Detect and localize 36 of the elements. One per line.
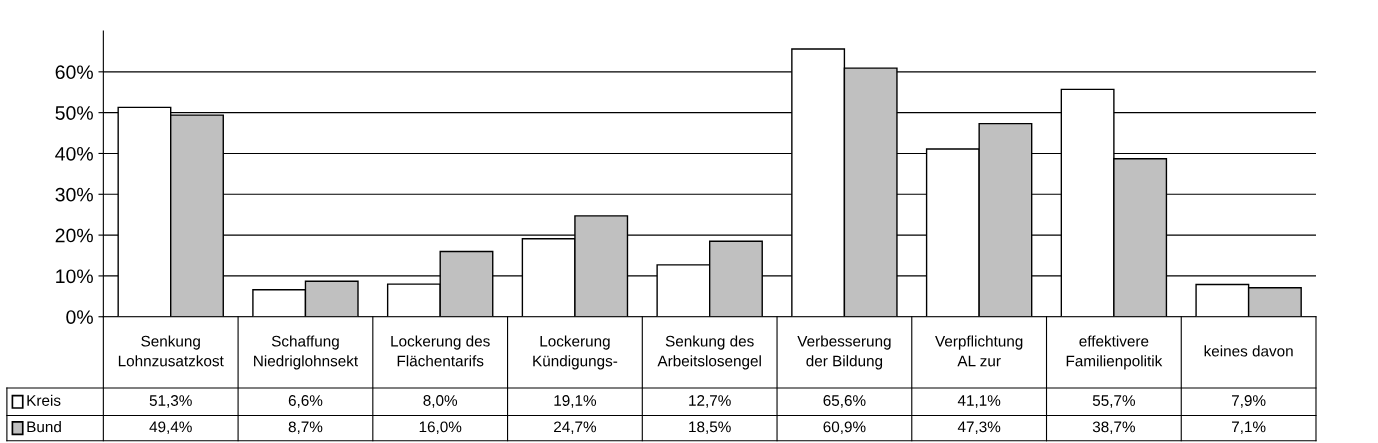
data-label: 16,0% bbox=[419, 421, 462, 435]
y-tick-label: 40% bbox=[55, 146, 93, 161]
y-tick-label: 50% bbox=[55, 106, 93, 120]
y-tick-label: 60% bbox=[55, 65, 93, 80]
x-tick-label: Lockerung Kündigungs- bbox=[533, 335, 618, 370]
y-tick-label: 30% bbox=[55, 187, 93, 202]
data-label: 41,1% bbox=[957, 395, 1001, 408]
x-tick-label: Verbesserung der Bildung bbox=[797, 335, 891, 370]
data-label: 18,5% bbox=[689, 421, 731, 435]
x-tick-label: Verpflichtung AL zur bbox=[935, 335, 1023, 367]
x-tick-label: Senkung Lohnzusatzkost bbox=[118, 335, 224, 367]
x-tick-label: effektivere Familienpolitik bbox=[1066, 335, 1163, 370]
data-label: 55,7% bbox=[1092, 395, 1135, 408]
data-label: 49,4% bbox=[149, 421, 192, 435]
data-label: 6,6% bbox=[288, 395, 323, 408]
data-label: 60,9% bbox=[823, 421, 866, 435]
data-label: 12,7% bbox=[689, 395, 731, 408]
data-label: 7,1% bbox=[1231, 421, 1266, 435]
x-tick-label: keines davon bbox=[1204, 345, 1293, 357]
data-label: 7,9% bbox=[1231, 395, 1266, 408]
data-label: 47,3% bbox=[957, 421, 1001, 435]
data-label: 19,1% bbox=[554, 395, 597, 408]
y-tick-label: 20% bbox=[55, 228, 93, 243]
x-tick-label: Senkung des Arbeitslosengel bbox=[657, 335, 761, 370]
data-label: 65,6% bbox=[823, 395, 866, 408]
data-label: 8,7% bbox=[288, 421, 323, 435]
data-label: 24,7% bbox=[554, 421, 597, 435]
x-tick-label: Schaffung Niedriglohnsekt bbox=[254, 335, 358, 370]
data-label: 38,7% bbox=[1092, 421, 1135, 435]
data-label: 51,3% bbox=[149, 395, 192, 408]
y-tick-label: 0% bbox=[66, 310, 93, 324]
legend-label: Kreis bbox=[27, 394, 61, 406]
data-label: 8,0% bbox=[423, 395, 458, 408]
x-tick-label: Lockerung des Flächentarifs bbox=[391, 335, 490, 367]
y-tick-label: 10% bbox=[56, 269, 93, 284]
legend-label: Bund bbox=[27, 421, 61, 433]
